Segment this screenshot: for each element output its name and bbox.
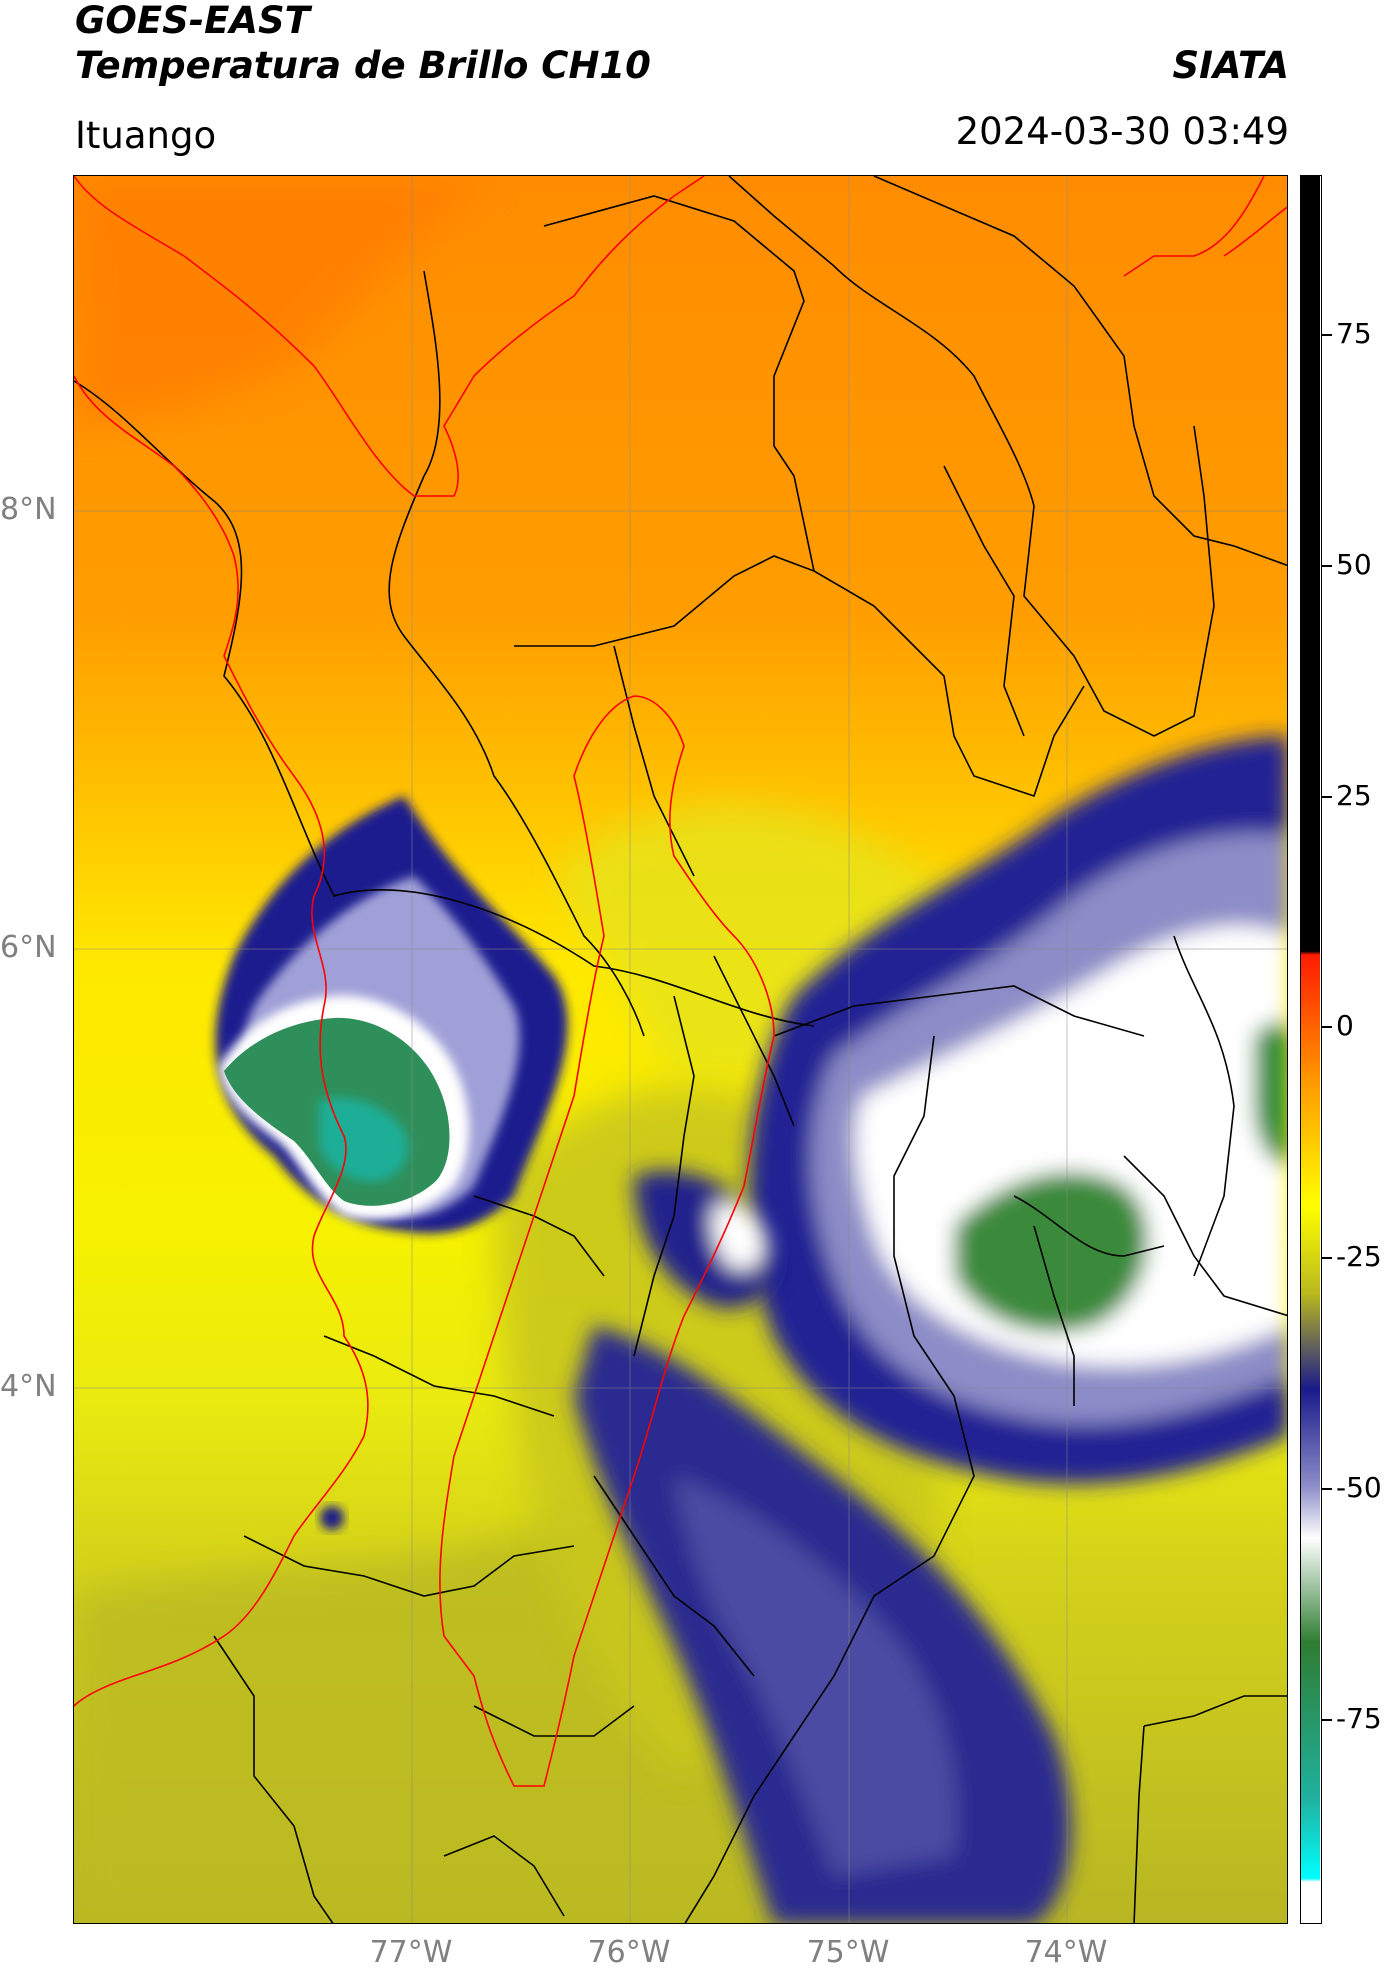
convective-cell-west <box>215 796 568 1234</box>
cb-tick-minus25 <box>1322 1257 1332 1259</box>
cb-label-minus25: -25 <box>1336 1240 1382 1273</box>
datetime-label: 2024-03-30 03:49 <box>955 110 1289 153</box>
orange-northwest <box>74 176 494 426</box>
cb-tick-50 <box>1322 565 1332 567</box>
convective-system-east <box>749 736 1287 1484</box>
satellite-map <box>73 175 1288 1924</box>
map-title-line2: Temperatura de Brillo CH10 <box>75 44 651 87</box>
lon-label-77w: 77°W <box>369 1935 453 1970</box>
lat-label-4n: 4°N <box>0 1369 57 1404</box>
colorbar-gradient <box>1301 176 1320 1922</box>
cb-tick-minus50 <box>1322 1488 1332 1490</box>
lon-label-76w: 76°W <box>587 1935 671 1970</box>
basin-outline <box>439 695 775 1787</box>
cb-label-minus50: -50 <box>1336 1471 1382 1504</box>
graticule <box>74 176 1287 1923</box>
coastline <box>74 176 1287 1707</box>
cb-label-minus75: -75 <box>1336 1702 1382 1735</box>
cb-tick-25 <box>1322 796 1332 798</box>
lon-label-74w: 74°W <box>1024 1935 1108 1970</box>
cb-label-75: 75 <box>1336 317 1372 350</box>
cb-tick-0 <box>1322 1026 1332 1028</box>
department-boundaries <box>74 176 1287 1923</box>
lat-label-8n: 8°N <box>0 492 57 527</box>
region-label: Ituango <box>75 114 217 157</box>
organization-label: SIATA <box>1172 44 1289 87</box>
cb-label-0: 0 <box>1336 1009 1354 1042</box>
lat-label-6n: 6°N <box>0 930 57 965</box>
convection-band-south <box>574 1170 1072 1923</box>
map-title-line1: GOES-EAST <box>75 0 310 42</box>
cb-label-50: 50 <box>1336 548 1372 581</box>
cb-tick-75 <box>1322 334 1332 336</box>
cb-tick-minus75 <box>1322 1719 1332 1721</box>
small-cell-coast <box>320 1506 344 1530</box>
temperature-colorbar <box>1300 175 1322 1924</box>
map-canvas <box>74 176 1287 1923</box>
cb-label-25: 25 <box>1336 779 1372 812</box>
lon-label-75w: 75°W <box>806 1935 890 1970</box>
